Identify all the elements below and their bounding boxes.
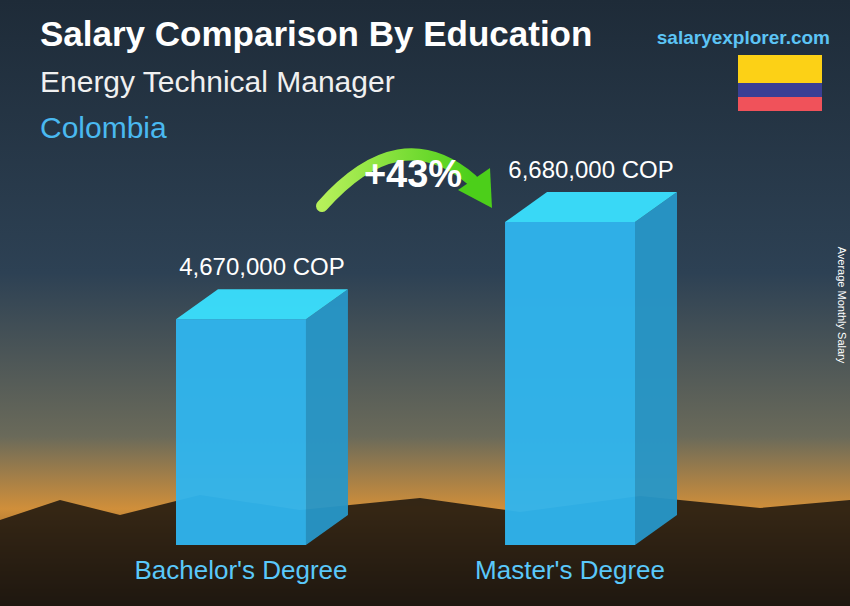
background bbox=[0, 0, 850, 606]
tick-label: Bachelor's Degree bbox=[134, 555, 347, 585]
bar-side bbox=[306, 289, 348, 545]
bar bbox=[176, 289, 348, 545]
data-label: 6,680,000 COP bbox=[508, 156, 673, 183]
bar-front bbox=[176, 319, 306, 545]
arrow-head bbox=[458, 168, 492, 208]
bar-top bbox=[176, 289, 348, 319]
subtitle: Energy Technical Manager bbox=[40, 65, 395, 98]
horizon bbox=[0, 495, 850, 606]
bar-side bbox=[635, 192, 677, 545]
title: Salary Comparison By Education bbox=[40, 14, 592, 53]
plot-area bbox=[176, 192, 677, 545]
bar-front bbox=[505, 222, 635, 545]
bar-top bbox=[505, 192, 677, 222]
annotation: +43% bbox=[364, 153, 462, 195]
country: Colombia bbox=[40, 111, 167, 144]
chart: Salary Comparison By Education Energy Tec… bbox=[0, 0, 850, 606]
tick: Master's Degree bbox=[475, 555, 665, 585]
flag bbox=[738, 55, 822, 111]
tick: Bachelor's Degree bbox=[134, 555, 347, 585]
x-axis: Bachelor's Degree Master's Degree bbox=[134, 555, 665, 585]
flag-yellow bbox=[738, 55, 822, 83]
flag-red bbox=[738, 97, 822, 111]
data-label: 4,670,000 COP bbox=[179, 253, 344, 280]
bar bbox=[505, 192, 677, 545]
tick-label: Master's Degree bbox=[475, 555, 665, 585]
axis-title: Average Monthly Salary bbox=[836, 247, 848, 364]
source: salaryexplorer.com bbox=[657, 27, 830, 48]
flag-blue bbox=[738, 83, 822, 97]
